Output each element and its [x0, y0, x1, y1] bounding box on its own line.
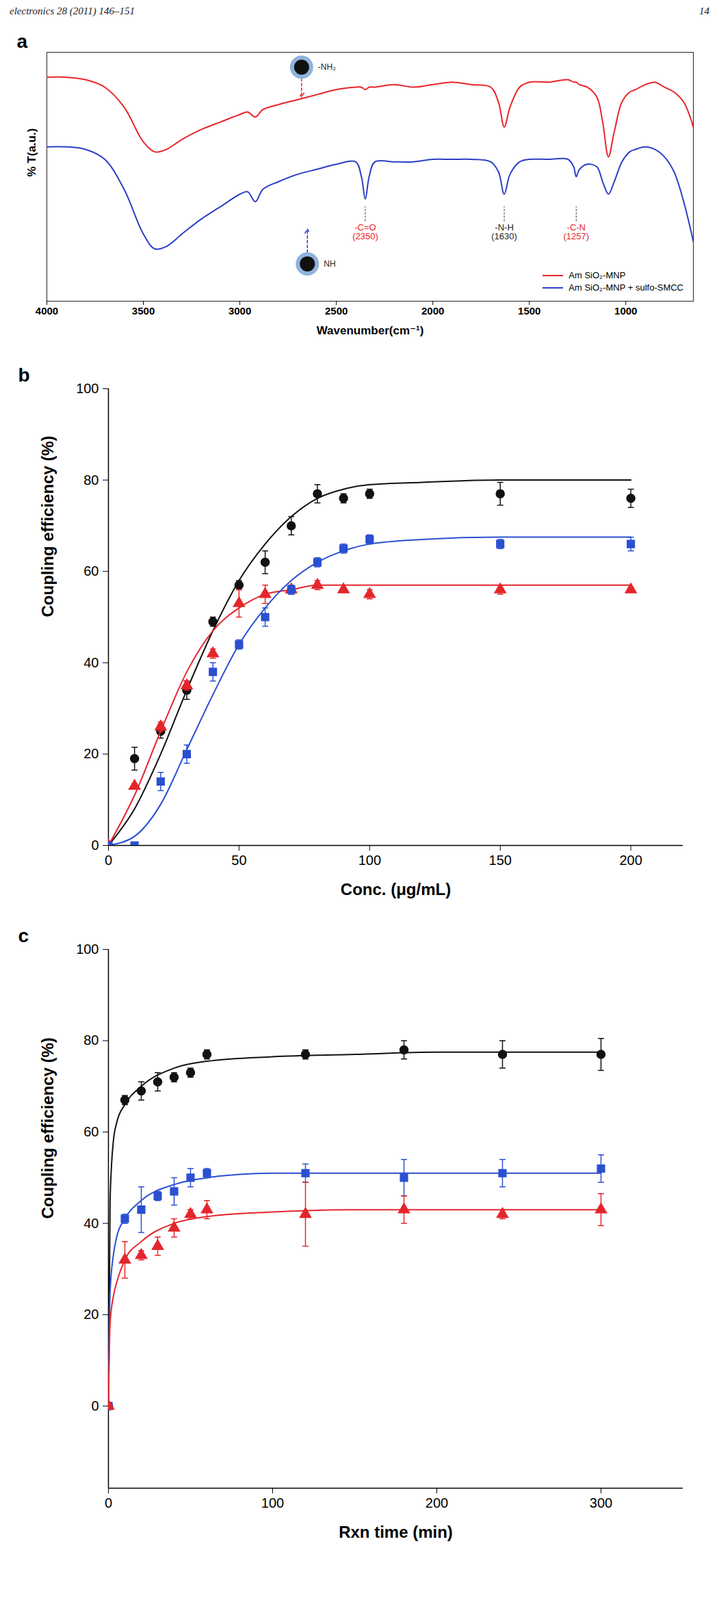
svg-text:% T(a.u.): % T(a.u.) [25, 128, 39, 178]
html-text:Am SiO₂-MNP + sulfo-SMCC: Am SiO₂-MNP + sulfo-SMCC [568, 282, 684, 293]
svg-text:100: 100 [75, 942, 99, 958]
svg-text:0: 0 [90, 838, 99, 854]
svg-text:-NH₂: -NH₂ [318, 62, 336, 72]
svg-text:c: c [18, 925, 30, 947]
svg-text:100: 100 [358, 853, 382, 869]
svg-text:3500: 3500 [132, 305, 155, 317]
svg-text:2000: 2000 [421, 305, 444, 317]
svg-text:-C=O(2350): -C=O(2350) [352, 222, 379, 242]
svg-text:b: b [18, 364, 31, 386]
html-text:electronics 28 (2011) 146–151: electronics 28 (2011) 146–151 [9, 5, 135, 17]
svg-text:60: 60 [83, 563, 99, 579]
svg-text:3000: 3000 [228, 305, 252, 317]
svg-text:100: 100 [261, 1496, 284, 1512]
svg-text:20: 20 [83, 746, 99, 762]
svg-text:Coupling efficiency (%): Coupling efficiency (%) [38, 1037, 57, 1220]
svg-text:200: 200 [619, 853, 642, 869]
svg-text:NH: NH [323, 259, 336, 269]
svg-text:0: 0 [104, 853, 113, 869]
svg-text:Coupling efficiency (%): Coupling efficiency (%) [38, 435, 57, 618]
html-text:14: 14 [699, 5, 710, 17]
svg-text:40: 40 [83, 1216, 99, 1232]
svg-text:200: 200 [425, 1496, 449, 1512]
svg-text:0: 0 [104, 1496, 113, 1512]
svg-text:-C-N(1257): -C-N(1257) [563, 222, 590, 242]
svg-text:150: 150 [489, 853, 512, 869]
svg-text:a: a [17, 30, 29, 52]
svg-text:-N-H(1630): -N-H(1630) [491, 222, 518, 242]
svg-text:1000: 1000 [614, 305, 637, 317]
svg-text:80: 80 [83, 472, 99, 488]
svg-text:60: 60 [83, 1124, 99, 1140]
svg-text:0: 0 [90, 1399, 99, 1415]
svg-text:20: 20 [83, 1307, 99, 1323]
svg-text:1500: 1500 [517, 305, 541, 317]
html-text:Am SiO₂-MNP: Am SiO₂-MNP [568, 270, 626, 281]
svg-text:Conc. (μg/mL): Conc. (μg/mL) [340, 880, 451, 899]
svg-text:80: 80 [83, 1033, 99, 1049]
svg-text:2500: 2500 [324, 305, 348, 317]
svg-text:40: 40 [83, 655, 99, 671]
svg-text:Wavenumber(cm⁻¹): Wavenumber(cm⁻¹) [316, 324, 425, 338]
svg-text:50: 50 [231, 853, 247, 869]
svg-text:100: 100 [75, 381, 99, 397]
svg-text:4000: 4000 [35, 305, 59, 317]
svg-text:300: 300 [589, 1496, 613, 1512]
svg-text:Rxn time (min): Rxn time (min) [338, 1523, 453, 1542]
